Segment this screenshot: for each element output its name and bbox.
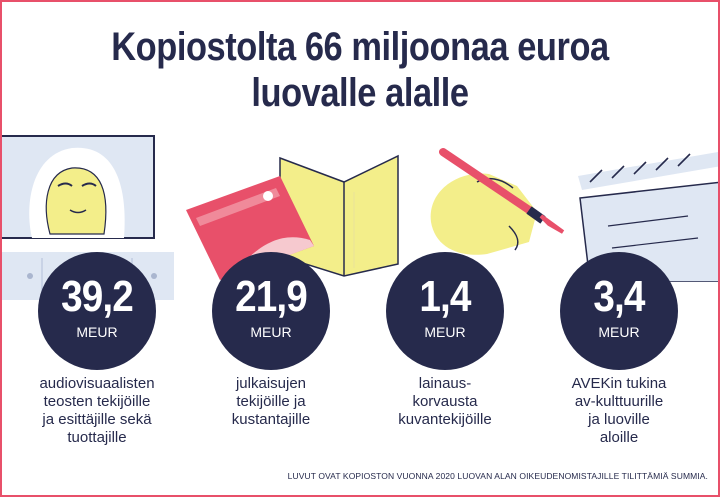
stat-unit: MEUR xyxy=(250,324,292,340)
stat-value: 1,4 xyxy=(419,272,471,321)
stat-unit: MEUR xyxy=(424,324,466,340)
stat-description-publications: julkaisujen tekijöille ja kustantajille xyxy=(191,375,351,429)
desc-line: ja esittäjille sekä xyxy=(42,411,152,428)
desc-line: julkaisujen xyxy=(235,375,307,392)
stat-circle-lending: 1,4 MEUR xyxy=(386,252,504,370)
desc-line: korvausta xyxy=(412,393,478,410)
stat-unit: MEUR xyxy=(598,324,640,340)
desc-line: ja luoville xyxy=(588,411,650,428)
books-illustration xyxy=(186,154,399,280)
title-line-1: Kopiostolta 66 miljoonaa euroa xyxy=(111,25,609,69)
stat-value: 3,4 xyxy=(593,272,645,321)
desc-line: av-kulttuurille xyxy=(574,393,664,410)
stat-circle-audiovisual: 39,2 MEUR xyxy=(38,252,156,370)
desc-line: audiovisuaalisten xyxy=(39,375,155,392)
desc-line: tekijöille ja xyxy=(236,393,306,410)
stat-unit: MEUR xyxy=(76,324,118,340)
stat-circle-avek: 3,4 MEUR xyxy=(560,252,678,370)
desc-line: kuvantekijöille xyxy=(398,411,492,428)
title-line-2: luovalle alalle xyxy=(251,71,469,115)
stat-description-audiovisual: audiovisuaalisten teosten tekijöille ja … xyxy=(17,375,177,447)
desc-line: teosten tekijöille xyxy=(43,393,151,410)
desc-line: tuottajille xyxy=(67,429,127,446)
stat-value: 21,9 xyxy=(235,272,308,321)
page-title: Kopiostolta 66 miljoonaa euroa luovalle … xyxy=(52,24,668,116)
stat-circle-publications: 21,9 MEUR xyxy=(212,252,330,370)
hand-brush-illustration xyxy=(430,148,565,255)
desc-line: lainaus- xyxy=(418,375,472,392)
desc-line: aloille xyxy=(599,429,639,446)
footnote: LUVUT OVAT KOPIOSTON VUONNA 2020 LUOVAN … xyxy=(287,471,708,481)
desc-line: kustantajille xyxy=(231,411,311,428)
stat-description-lending: lainaus- korvausta kuvantekijöille xyxy=(365,375,525,429)
desc-line: AVEKin tukina xyxy=(571,375,667,392)
stat-description-avek: AVEKin tukina av-kulttuurille ja luovill… xyxy=(539,375,699,447)
stat-value: 39,2 xyxy=(61,272,134,321)
